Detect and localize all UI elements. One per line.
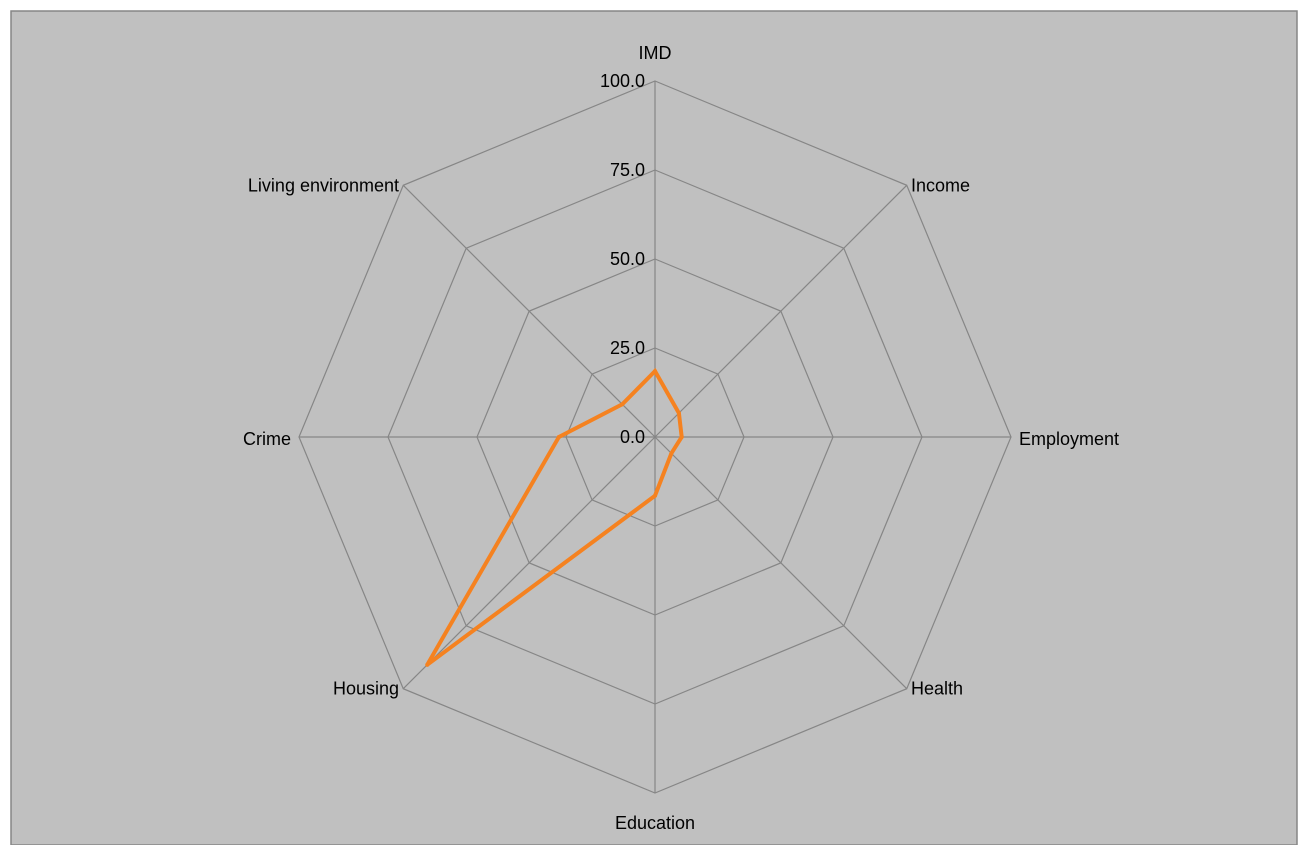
- tick-label-75-0: 75.0: [610, 160, 645, 180]
- tick-label-25-0: 25.0: [610, 338, 645, 358]
- data-point-imd: [653, 369, 657, 374]
- axis-labels: IMD Income Employment Health Education Housin…: [243, 43, 1119, 833]
- spoke-income: [654, 184, 908, 438]
- data-point-living-environment: [620, 402, 625, 407]
- series-layer: [425, 367, 684, 667]
- axis-label-crime: Crime: [243, 429, 291, 449]
- data-point-education: [653, 493, 657, 498]
- data-point-employment: [679, 435, 684, 439]
- spoke-housing: [402, 436, 656, 690]
- axis-label-health: Health: [911, 679, 963, 699]
- grid-spokes: [299, 81, 1011, 793]
- axis-label-imd: IMD: [639, 43, 672, 63]
- axis-label-employment: Employment: [1019, 429, 1119, 449]
- axis-label-income: Income: [911, 175, 970, 195]
- axis-label-education: Education: [615, 813, 695, 833]
- spoke-health: [654, 436, 908, 690]
- data-point-income: [676, 411, 681, 416]
- data-point-housing: [425, 662, 430, 667]
- plot-area: [10, 10, 1298, 845]
- tick-label-50-0: 50.0: [610, 249, 645, 269]
- tick-label-0-0: 0.0: [620, 427, 645, 447]
- data-point-health: [669, 451, 674, 456]
- data-point-crime: [556, 435, 561, 439]
- axis-label-housing: Housing: [333, 679, 399, 699]
- tick-label-100-0: 100.0: [600, 71, 645, 91]
- spoke-living-environment: [402, 184, 656, 438]
- axis-label-living-environment: Living environment: [248, 175, 399, 195]
- tick-labels: 0.0 25.0 50.0 75.0 100.0: [600, 71, 645, 447]
